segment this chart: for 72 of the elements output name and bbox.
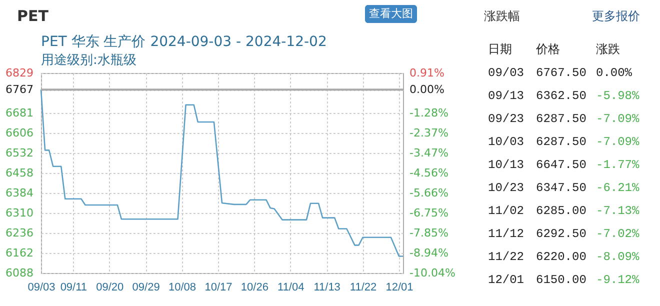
text: 6647.50	[536, 158, 586, 172]
y2-tick-label: -5.66%	[410, 186, 448, 200]
y-tick-label: 6681	[6, 106, 34, 120]
text: 涨跌	[596, 43, 620, 57]
y-tick-label: 6310	[6, 206, 34, 220]
y2-tick-label: -8.94%	[410, 246, 448, 260]
text: -7.09%	[596, 112, 640, 126]
chart-subtitle: 用途级别:水瓶级	[41, 53, 136, 68]
text: -5.98%	[596, 89, 640, 103]
y-tick-label: 6829	[6, 66, 34, 80]
text: 6220.00	[536, 250, 586, 264]
chart-title: PET 华东 生产价 2024-09-03 - 2024-12-02	[41, 34, 327, 50]
y2-tick-label: -4.56%	[410, 166, 448, 180]
text: 11/02	[488, 204, 524, 218]
text: 6287.50	[536, 112, 586, 126]
text: 09/23	[488, 112, 524, 126]
x-tick-label: 11/13	[314, 282, 340, 294]
line-series	[40, 88, 404, 257]
text: 涨跌幅	[484, 10, 520, 24]
x-tick-label: 11/04	[278, 282, 304, 294]
text: 0.00%	[596, 66, 633, 80]
y-tick-label: 6532	[6, 146, 34, 160]
y2-tick-label: 0.91%	[410, 66, 444, 80]
text: 11/12	[488, 227, 524, 241]
text: 6347.50	[536, 181, 586, 195]
y2-tick-label: -3.47%	[410, 146, 448, 160]
text: 09/13	[488, 89, 524, 103]
text: 6285.00	[536, 204, 586, 218]
text: 日期	[488, 43, 512, 57]
y2-tick-label: -7.85%	[410, 226, 448, 240]
text: 更多报价	[592, 10, 640, 24]
text: -7.13%	[596, 204, 640, 218]
y-tick-label: 6162	[6, 246, 34, 260]
text: -9.12%	[596, 273, 640, 287]
y-tick-label: 6458	[6, 166, 34, 180]
text: 10/23	[488, 181, 524, 195]
y2-tick-label: -2.37%	[410, 126, 448, 140]
y2-tick-label: 0.00%	[410, 83, 444, 96]
text: -7.02%	[596, 227, 640, 241]
y-tick-label: 6384	[6, 186, 34, 200]
text: 11/22	[488, 250, 524, 264]
text: PET	[17, 7, 50, 25]
text: 09/03	[488, 66, 524, 80]
x-tick-label: 09/11	[60, 282, 88, 294]
y-tick-label: 6606	[6, 126, 34, 140]
x-tick-label: 10/26	[240, 282, 268, 294]
text: 10/03	[488, 135, 524, 149]
x-tick-label: 12/01	[386, 282, 414, 294]
text: -8.09%	[596, 250, 640, 264]
text: 6767.50	[536, 66, 586, 80]
text: 6292.50	[536, 227, 586, 241]
y2-tick-label: -6.75%	[410, 206, 448, 220]
x-tick-label: 10/08	[168, 282, 196, 294]
y-tick-label: 6767	[6, 83, 34, 96]
y2-tick-label: -1.28%	[410, 106, 448, 120]
x-tick-label: 10/17	[204, 282, 232, 294]
text: -6.21%	[596, 181, 640, 195]
y2-tick-label: -10.04%	[410, 266, 456, 280]
x-tick-label: 09/29	[132, 282, 160, 294]
x-tick-label: 11/22	[350, 282, 377, 294]
text: 6287.50	[536, 135, 586, 149]
y-tick-label: 6088	[6, 266, 34, 280]
text: 价格	[535, 43, 560, 57]
text: 6150.00	[536, 273, 586, 287]
x-tick-label: 09/03	[28, 282, 56, 294]
text: 查看大图	[369, 7, 413, 20]
y-tick-label: 6236	[6, 226, 34, 240]
text: -7.09%	[596, 135, 640, 149]
x-tick-label: 09/20	[96, 282, 124, 294]
text: -1.77%	[596, 158, 640, 172]
text: 6362.50	[536, 89, 586, 103]
text: 10/13	[488, 158, 524, 172]
